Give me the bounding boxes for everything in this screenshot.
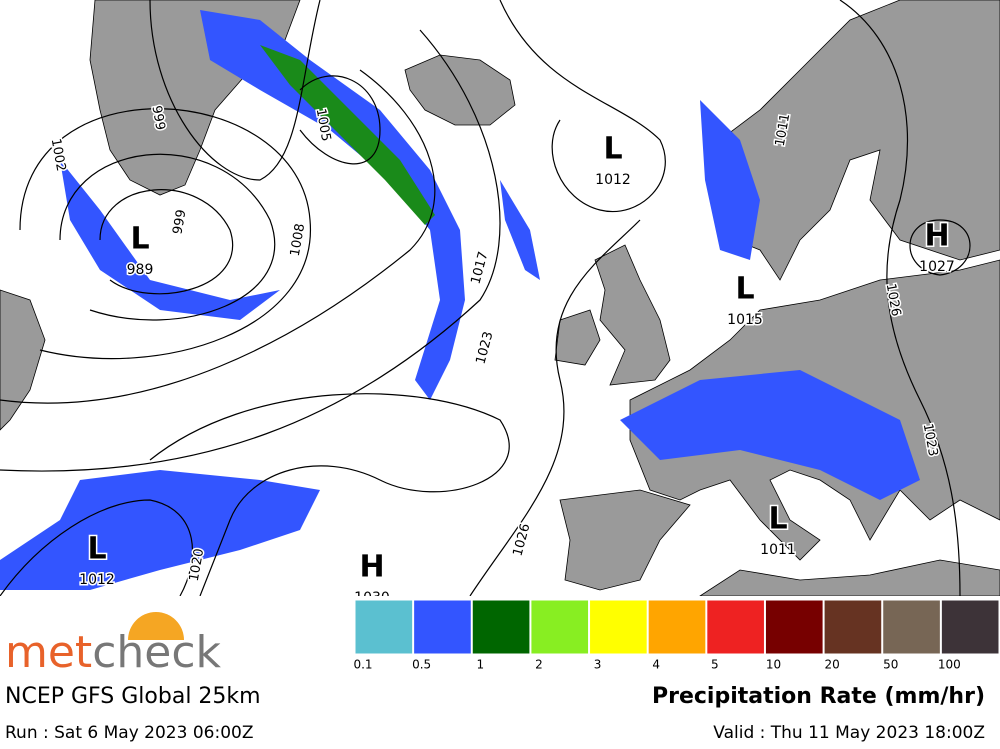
legend-label: 100	[938, 658, 961, 672]
rain-area-heavy	[260, 45, 435, 225]
legend-label: 3	[594, 658, 602, 672]
legend-label: 0.1	[353, 658, 372, 672]
pressure-value: 1015	[727, 312, 763, 328]
isobar	[19, 108, 311, 360]
legend-swatch	[530, 599, 590, 655]
legend-swatch	[764, 599, 824, 655]
pressure-symbol: L	[130, 222, 149, 257]
isobar-label: 1002	[48, 137, 69, 172]
legend-swatch	[823, 599, 883, 655]
isobar-label: 1005	[313, 107, 334, 142]
isobar-label: 1026	[883, 282, 904, 317]
isobar	[0, 69, 436, 404]
legend-title: Precipitation Rate (mm/hr)	[652, 684, 985, 709]
legend-label: 20	[824, 658, 839, 672]
labrador	[0, 289, 46, 431]
rain-area	[60, 160, 280, 320]
isobar-label: 999	[170, 208, 189, 235]
isobar	[299, 75, 381, 165]
pressure-symbol: L	[87, 532, 106, 567]
legend-swatch	[647, 599, 707, 655]
isobar	[839, 0, 961, 596]
isobar	[59, 153, 276, 321]
pressure-symbol: L	[768, 502, 787, 537]
legend-swatch	[706, 599, 765, 655]
legend-label: 0.5	[412, 658, 431, 672]
pressure-value: 1012	[595, 172, 631, 188]
legend-swatch	[354, 599, 414, 655]
isobar-label: 1023	[920, 422, 941, 457]
pressure-value: 1011	[760, 542, 796, 558]
pressure-value: 989	[127, 262, 154, 278]
legend-swatch	[589, 599, 648, 655]
rain-area	[620, 370, 920, 500]
africa	[699, 559, 1000, 596]
isobar	[0, 29, 501, 472]
isobar	[499, 0, 666, 213]
isobar	[469, 219, 641, 596]
pressure-symbol: L	[735, 272, 754, 307]
isobar	[909, 219, 971, 276]
isobar	[149, 0, 321, 181]
legend-label: 2	[535, 658, 543, 672]
run-time: Run : Sat 6 May 2023 06:00Z	[5, 723, 253, 743]
logo: metcheck	[5, 627, 222, 678]
valid-time: Valid : Thu 11 May 2023 18:00Z	[713, 723, 985, 743]
legend-swatch	[940, 599, 1000, 655]
isobar-label: 1011	[773, 112, 794, 147]
logo-part: check	[92, 627, 221, 678]
pressure-symbol: H	[359, 550, 384, 585]
iberia	[559, 489, 691, 591]
map-labels: L 1012 L 989 H 1027 L 1015 L 1011 L 1012 H 1030 999 100…	[46, 103, 956, 596]
legend-label: 1	[476, 658, 484, 672]
legend-swatch	[413, 599, 472, 655]
pressure-symbol: L	[603, 132, 622, 167]
isobar	[149, 393, 510, 596]
isobar-label: 1020	[187, 547, 208, 582]
weather-map: L 1012 L 989 H 1027 L 1015 L 1011 L 1012 H 1030 999 100…	[0, 0, 1000, 596]
legend-swatch	[882, 599, 941, 655]
britain	[594, 244, 671, 386]
scandinavia	[719, 0, 1000, 281]
rain-area	[700, 100, 760, 260]
logo-sun	[128, 612, 184, 640]
rain-area	[500, 180, 540, 280]
pressure-value: 1027	[919, 259, 955, 275]
pressure-value: 1012	[79, 572, 115, 588]
isobar	[99, 189, 234, 295]
footer: metcheck NCEP GFS Global 25km Run : Sat …	[5, 599, 1000, 743]
iceland	[404, 54, 516, 126]
logo-part: met	[5, 627, 92, 678]
pressure-symbol: H	[924, 219, 949, 254]
legend: 0.1 0.5 1 2 3 4 5 10 20 50 100	[353, 599, 1000, 672]
model-name: NCEP GFS Global 25km	[5, 684, 261, 709]
isobar	[0, 499, 194, 596]
legend-label: 5	[711, 658, 719, 672]
legend-label: 4	[652, 658, 660, 672]
rain-area	[0, 470, 320, 590]
isobar-label: 1008	[288, 222, 309, 257]
legend-label: 50	[883, 658, 898, 672]
pressure-value: 1030	[354, 590, 390, 596]
legend-swatch	[471, 599, 531, 655]
isobar-label: 999	[148, 104, 167, 131]
legend-label: 10	[766, 658, 781, 672]
